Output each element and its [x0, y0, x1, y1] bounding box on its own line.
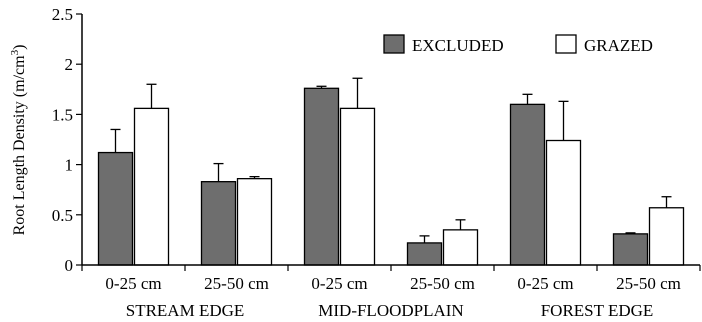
y-tick-label: 1.5 [52, 105, 73, 124]
bar-excluded [509, 103, 546, 266]
x-category-label: 0-25 cm [311, 274, 367, 293]
svg-text:Root Length Density (m/cm3): Root Length Density (m/cm3) [9, 45, 28, 236]
x-group-label: FOREST EDGE [541, 301, 654, 320]
bar-excluded [612, 233, 649, 266]
bar-excluded [406, 242, 443, 266]
x-axis-group-labels: STREAM EDGE MID-FLOODPLAIN FOREST EDGE [126, 301, 654, 320]
x-category-label: 25-50 cm [410, 274, 475, 293]
axes [81, 14, 701, 271]
y-axis-title-text: Root Length Density (m/cm [11, 55, 28, 236]
bar-marks [97, 87, 685, 266]
legend-label: EXCLUDED [412, 36, 504, 55]
legend-swatch-excluded [383, 34, 405, 54]
y-axis-title: Root Length Density (m/cm3) [9, 45, 28, 236]
bar-grazed [133, 107, 170, 266]
bar-excluded [97, 151, 134, 266]
y-tick-label: 1 [65, 156, 74, 175]
y-axis-title-close: ) [11, 45, 28, 50]
x-category-label: 25-50 cm [616, 274, 681, 293]
legend-label: GRAZED [584, 36, 653, 55]
y-tick-label: 0 [65, 256, 74, 275]
error-bars [110, 77, 672, 243]
bar-grazed [648, 207, 685, 266]
legend: EXCLUDED GRAZED [383, 34, 653, 55]
y-tick-label: 2.5 [52, 5, 73, 24]
y-tick-label: 0.5 [52, 206, 73, 225]
x-group-label: MID-FLOODPLAIN [318, 301, 463, 320]
x-group-label: STREAM EDGE [126, 301, 245, 320]
y-tick-label: 2 [65, 55, 74, 74]
bar-grazed [236, 178, 273, 266]
y-axis-ticks: 0 0.5 1 1.5 2 2.5 [52, 5, 82, 275]
bar-excluded [303, 87, 340, 266]
legend-swatch-grazed [555, 34, 577, 54]
bar-grazed [442, 229, 479, 266]
x-category-label: 0-25 cm [105, 274, 161, 293]
y-axis-title-superscript: 3 [9, 49, 21, 55]
bar-grazed [545, 139, 582, 266]
bar-grazed [339, 107, 376, 266]
x-category-label: 25-50 cm [204, 274, 269, 293]
x-axis-category-labels: 0-25 cm 25-50 cm 0-25 cm 25-50 cm 0-25 cm 25-… [105, 274, 680, 293]
bar-excluded [200, 181, 237, 266]
x-category-label: 0-25 cm [517, 274, 573, 293]
